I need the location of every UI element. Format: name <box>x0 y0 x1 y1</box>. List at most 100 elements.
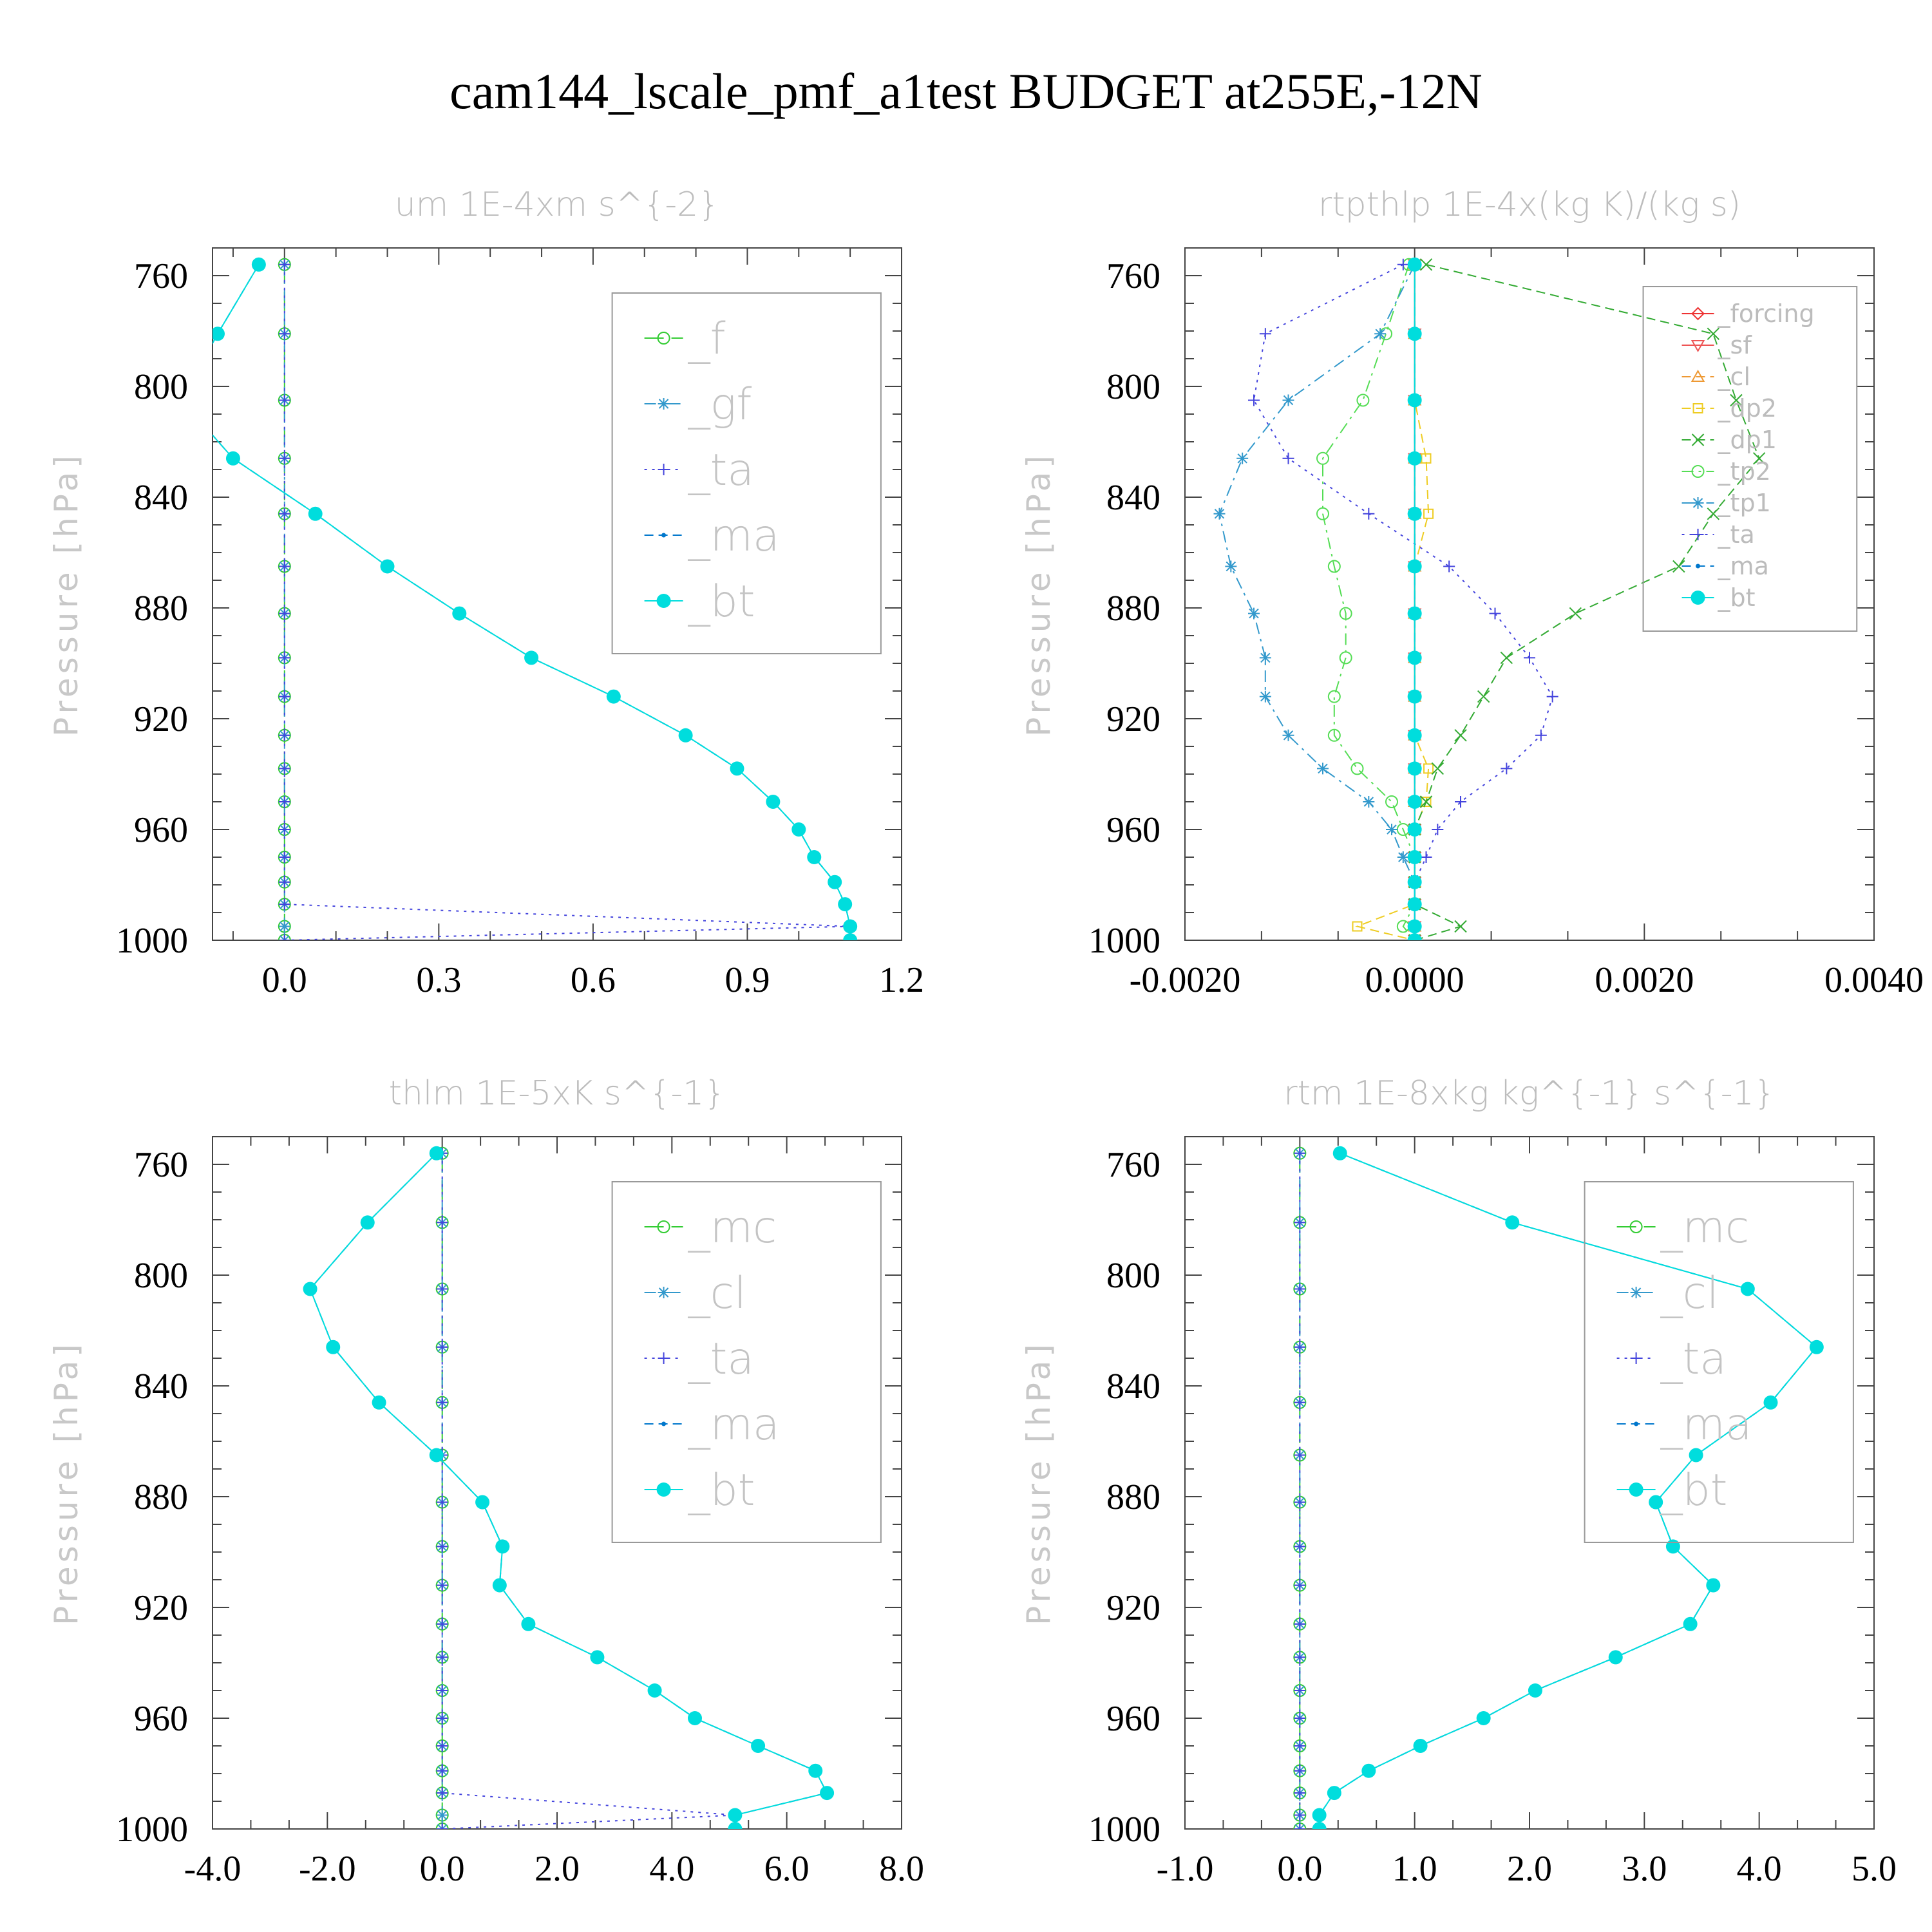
legend-marker <box>661 1421 667 1426</box>
y-axis-label: Pressure [hPa] <box>48 1340 85 1625</box>
legend-label: _bt <box>688 576 755 627</box>
data-point <box>436 1740 448 1752</box>
data-point <box>278 560 290 573</box>
data-point <box>436 1823 448 1829</box>
plot-frame <box>212 1136 902 1830</box>
legend-marker <box>1629 1482 1643 1497</box>
legend-label: _ta <box>1660 1334 1727 1385</box>
x-tick-label: 1.2 <box>879 960 924 1000</box>
data-point <box>1443 560 1455 573</box>
data-point <box>843 933 858 940</box>
data-point <box>251 257 266 272</box>
y-tick-label: 960 <box>134 1699 188 1739</box>
data-point <box>1707 327 1720 341</box>
legend-marker <box>1692 403 1703 413</box>
y-tick-label: 1000 <box>1088 921 1160 961</box>
data-point <box>436 1651 448 1663</box>
data-point <box>1431 762 1444 775</box>
data-point <box>1407 327 1422 341</box>
data-point <box>436 1685 448 1696</box>
data-point <box>1397 258 1409 270</box>
data-point <box>1407 897 1422 912</box>
data-point <box>1327 728 1341 742</box>
data-point <box>1407 795 1422 809</box>
legend-marker <box>1691 433 1705 446</box>
data-point <box>225 451 240 466</box>
data-point <box>1407 506 1422 521</box>
data-point <box>828 875 842 889</box>
tick-marks <box>213 247 902 941</box>
series-line <box>283 264 851 940</box>
data-point <box>1432 824 1444 835</box>
legend-label: _ma <box>688 1399 780 1450</box>
data-point <box>1294 1217 1306 1229</box>
data-point <box>1500 651 1513 665</box>
data-point <box>688 1711 702 1725</box>
series-f <box>278 258 291 940</box>
data-point <box>436 1217 448 1229</box>
series-line <box>1414 263 1760 940</box>
x-tick-label: 5.0 <box>1852 1849 1897 1889</box>
data-point <box>380 559 395 574</box>
y-tick-label: 840 <box>134 1367 188 1406</box>
data-point <box>807 850 822 864</box>
legend-marker <box>1692 497 1704 509</box>
y-tick-label: 1000 <box>116 921 188 961</box>
x-tick-label: 2.0 <box>535 1849 580 1889</box>
data-point <box>1407 451 1422 466</box>
data-point <box>436 1765 448 1777</box>
data-point <box>278 690 290 703</box>
legend-marker <box>656 1482 671 1497</box>
x-tick-label: 0.3 <box>416 960 461 1000</box>
data-point <box>1413 1739 1428 1753</box>
y-tick-label: 840 <box>134 478 188 518</box>
tick-marks <box>212 1136 902 1830</box>
data-point <box>1339 651 1352 665</box>
legend-marker <box>657 332 670 345</box>
series-bt <box>1407 257 1422 940</box>
legend-marker <box>1690 340 1705 353</box>
data-point <box>1454 729 1467 742</box>
data-point <box>1259 328 1271 340</box>
data-point <box>1294 1147 1306 1159</box>
legend-label: _forcing <box>1718 299 1815 328</box>
legend-marker <box>1692 529 1704 540</box>
chart-panel-2: rtpthlp 1E-4x(kg K)/(kg s) Pressure [hPa]… <box>1020 185 1924 1000</box>
data-point <box>590 1650 605 1665</box>
data-point <box>1689 1448 1703 1463</box>
tick-marks <box>1184 1136 1875 1830</box>
x-tick-label: 0.0000 <box>1365 960 1464 1000</box>
series-line <box>1318 1152 1818 1829</box>
legend-label: _cl <box>1660 1268 1719 1319</box>
y-tick-label: 880 <box>134 589 188 629</box>
data-point <box>213 327 225 341</box>
x-tick-label: -4.0 <box>184 1849 242 1889</box>
data-point <box>1524 652 1535 664</box>
data-point <box>766 795 781 809</box>
data-point <box>1672 560 1685 573</box>
data-point <box>278 607 290 620</box>
data-point <box>678 728 693 743</box>
y-tick-label: 800 <box>134 367 188 407</box>
plot-frame <box>1184 247 1875 941</box>
data-point <box>360 1215 375 1230</box>
legend-marker <box>656 594 671 608</box>
data-point <box>1259 652 1271 664</box>
data-point <box>606 689 621 704</box>
chart-panel-4: rtm 1E-8xkg kg^{-1} s^{-1} Pressure [hPa]… <box>1020 1074 1897 1889</box>
legend-label: _bt <box>688 1465 755 1516</box>
legend-marker <box>658 464 670 475</box>
series-tp2 <box>1316 258 1421 940</box>
legend-marker <box>657 1220 670 1233</box>
x-tick-label: 3.0 <box>1622 1849 1667 1889</box>
y-tick-label: 880 <box>134 1477 188 1517</box>
chart-panel-3: thlm 1E-5xK s^{-1} Pressure [hPa] 760 800 84… <box>48 1074 924 1889</box>
data-point <box>1752 452 1766 465</box>
data-point <box>1546 690 1558 703</box>
x-tick-label: -0.0020 <box>1130 960 1241 1000</box>
y-tick-label: 920 <box>134 699 188 739</box>
legend-box <box>611 1181 882 1543</box>
data-point <box>1528 1683 1542 1698</box>
data-point <box>1213 507 1226 520</box>
y-tick-label: 880 <box>1106 589 1160 629</box>
